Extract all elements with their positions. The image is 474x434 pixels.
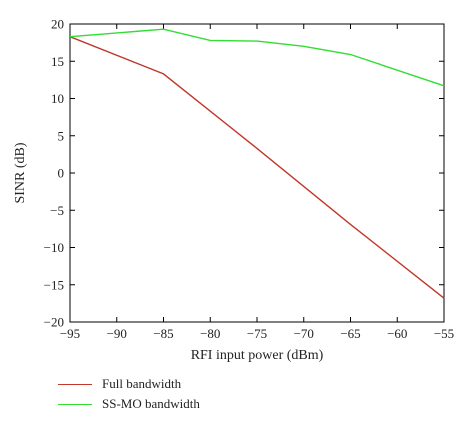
x-tick-label: −70 [294,326,314,341]
legend: Full bandwidth SS-MO bandwidth [58,374,200,414]
legend-label-full-bandwidth: Full bandwidth [102,376,182,391]
x-tick-label: −75 [247,326,267,341]
y-tick-label: 5 [58,128,65,143]
y-tick-label: 20 [51,17,64,32]
series-line-ss-mo-bandwidth [69,28,445,87]
y-tick-label: 0 [58,166,65,181]
y-tick-label: −15 [44,277,64,292]
x-tick-label: −55 [434,326,454,341]
y-tick-label: 15 [51,54,64,69]
x-tick-label: −60 [387,326,407,341]
legend-label-ss-mo-bandwidth: SS-MO bandwidth [102,396,200,411]
x-tick-label: −65 [340,326,360,341]
plot-frame [69,23,445,323]
y-tick-label: −20 [44,315,64,330]
y-axis-ticks: −20 −15 −10 −5 0 5 10 15 20 [44,17,444,330]
x-tick-label: −95 [60,326,80,341]
y-tick-label: −5 [50,203,64,218]
legend-item-full-bandwidth: Full bandwidth [58,374,200,394]
y-tick-label: −10 [44,240,64,255]
legend-swatch-full-bandwidth [58,383,92,385]
x-tick-label: −80 [200,326,220,341]
legend-swatch-ss-mo-bandwidth [58,403,92,405]
x-tick-label: −85 [153,326,173,341]
series-lines [69,28,445,299]
x-axis-label: RFI input power (dBm) [191,348,324,363]
legend-item-ss-mo-bandwidth: SS-MO bandwidth [58,394,200,414]
x-tick-label: −90 [107,326,127,341]
y-tick-label: 10 [51,91,64,106]
x-axis-ticks: −95 −90 −85 −80 −75 −70 −65 −60 −55 [60,24,454,341]
y-axis-label: SINR (dB) [13,142,28,203]
series-line-full-bandwidth [69,36,445,299]
